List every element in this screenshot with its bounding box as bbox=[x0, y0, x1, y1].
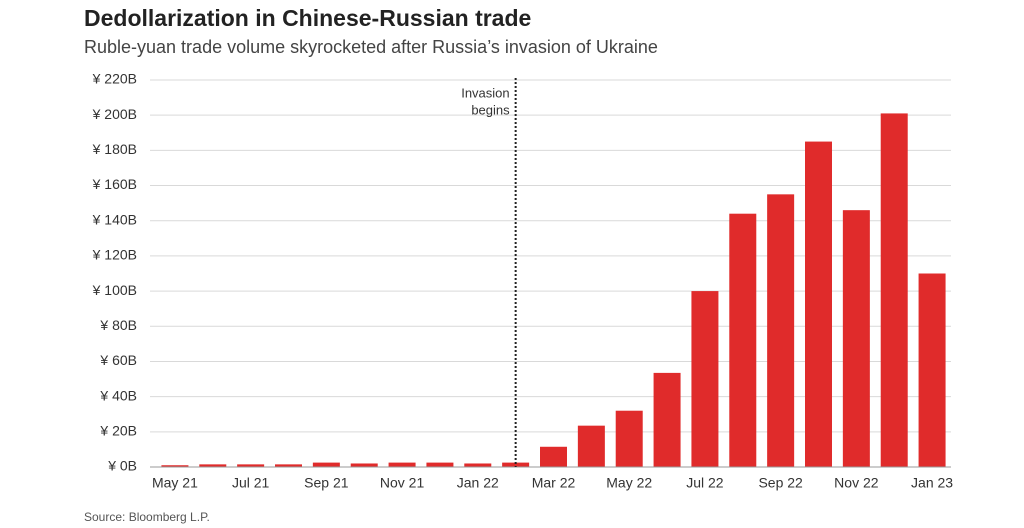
y-tick-label: ¥ 200B bbox=[92, 106, 137, 122]
x-tick-label: Jan 22 bbox=[457, 475, 499, 491]
x-tick-label: Nov 21 bbox=[380, 475, 425, 491]
x-tick-label: May 21 bbox=[152, 475, 198, 491]
bar bbox=[275, 464, 302, 467]
bar bbox=[880, 113, 908, 467]
y-tick-label: ¥ 60B bbox=[99, 352, 137, 368]
bar bbox=[426, 462, 454, 467]
bar bbox=[691, 291, 719, 467]
bar bbox=[388, 462, 416, 467]
bar bbox=[237, 464, 265, 467]
bar bbox=[767, 194, 795, 467]
bar bbox=[577, 425, 605, 467]
x-tick-label: Nov 22 bbox=[834, 475, 879, 491]
bar bbox=[540, 446, 567, 467]
annotation: Invasion bbox=[461, 85, 509, 100]
bar bbox=[653, 372, 681, 467]
x-tick-label: Jul 21 bbox=[232, 475, 270, 491]
x-tick-label: Mar 22 bbox=[532, 475, 576, 491]
y-tick-label: ¥ 180B bbox=[92, 141, 137, 157]
bar bbox=[312, 462, 340, 467]
x-tick-label: Sep 21 bbox=[304, 475, 349, 491]
bar bbox=[502, 462, 530, 467]
x-tick-label: May 22 bbox=[606, 475, 652, 491]
bar bbox=[918, 273, 946, 467]
chart-subtitle: Ruble-yuan trade volume skyrocketed afte… bbox=[84, 37, 658, 57]
bar bbox=[615, 410, 643, 467]
x-tick-label: Sep 22 bbox=[758, 475, 803, 491]
x-tick-label: Jan 23 bbox=[911, 475, 953, 491]
annotation: begins bbox=[471, 102, 510, 117]
bar bbox=[350, 463, 378, 467]
bar bbox=[729, 213, 757, 467]
bar bbox=[842, 210, 870, 467]
bar bbox=[199, 464, 227, 467]
chart-title: Dedollarization in Chinese-Russian trade bbox=[84, 5, 531, 31]
bar bbox=[161, 465, 189, 467]
bar bbox=[805, 141, 832, 467]
source: Source: Bloomberg L.P. bbox=[84, 510, 210, 524]
y-tick-label: ¥ 80B bbox=[99, 317, 137, 333]
y-tick-label: ¥ 160B bbox=[92, 176, 137, 192]
bar bbox=[464, 463, 492, 467]
y-tick-label: ¥ 20B bbox=[99, 423, 137, 439]
x-tick-label: Jul 22 bbox=[686, 475, 724, 491]
y-tick-label: ¥ 100B bbox=[92, 282, 137, 298]
y-tick-label: ¥ 120B bbox=[92, 247, 137, 263]
y-tick-label: ¥ 140B bbox=[92, 211, 137, 227]
y-tick-label: ¥ 40B bbox=[99, 387, 137, 403]
y-tick-label: ¥ 220B bbox=[92, 71, 137, 87]
y-tick-label: ¥ 0B bbox=[107, 458, 137, 474]
